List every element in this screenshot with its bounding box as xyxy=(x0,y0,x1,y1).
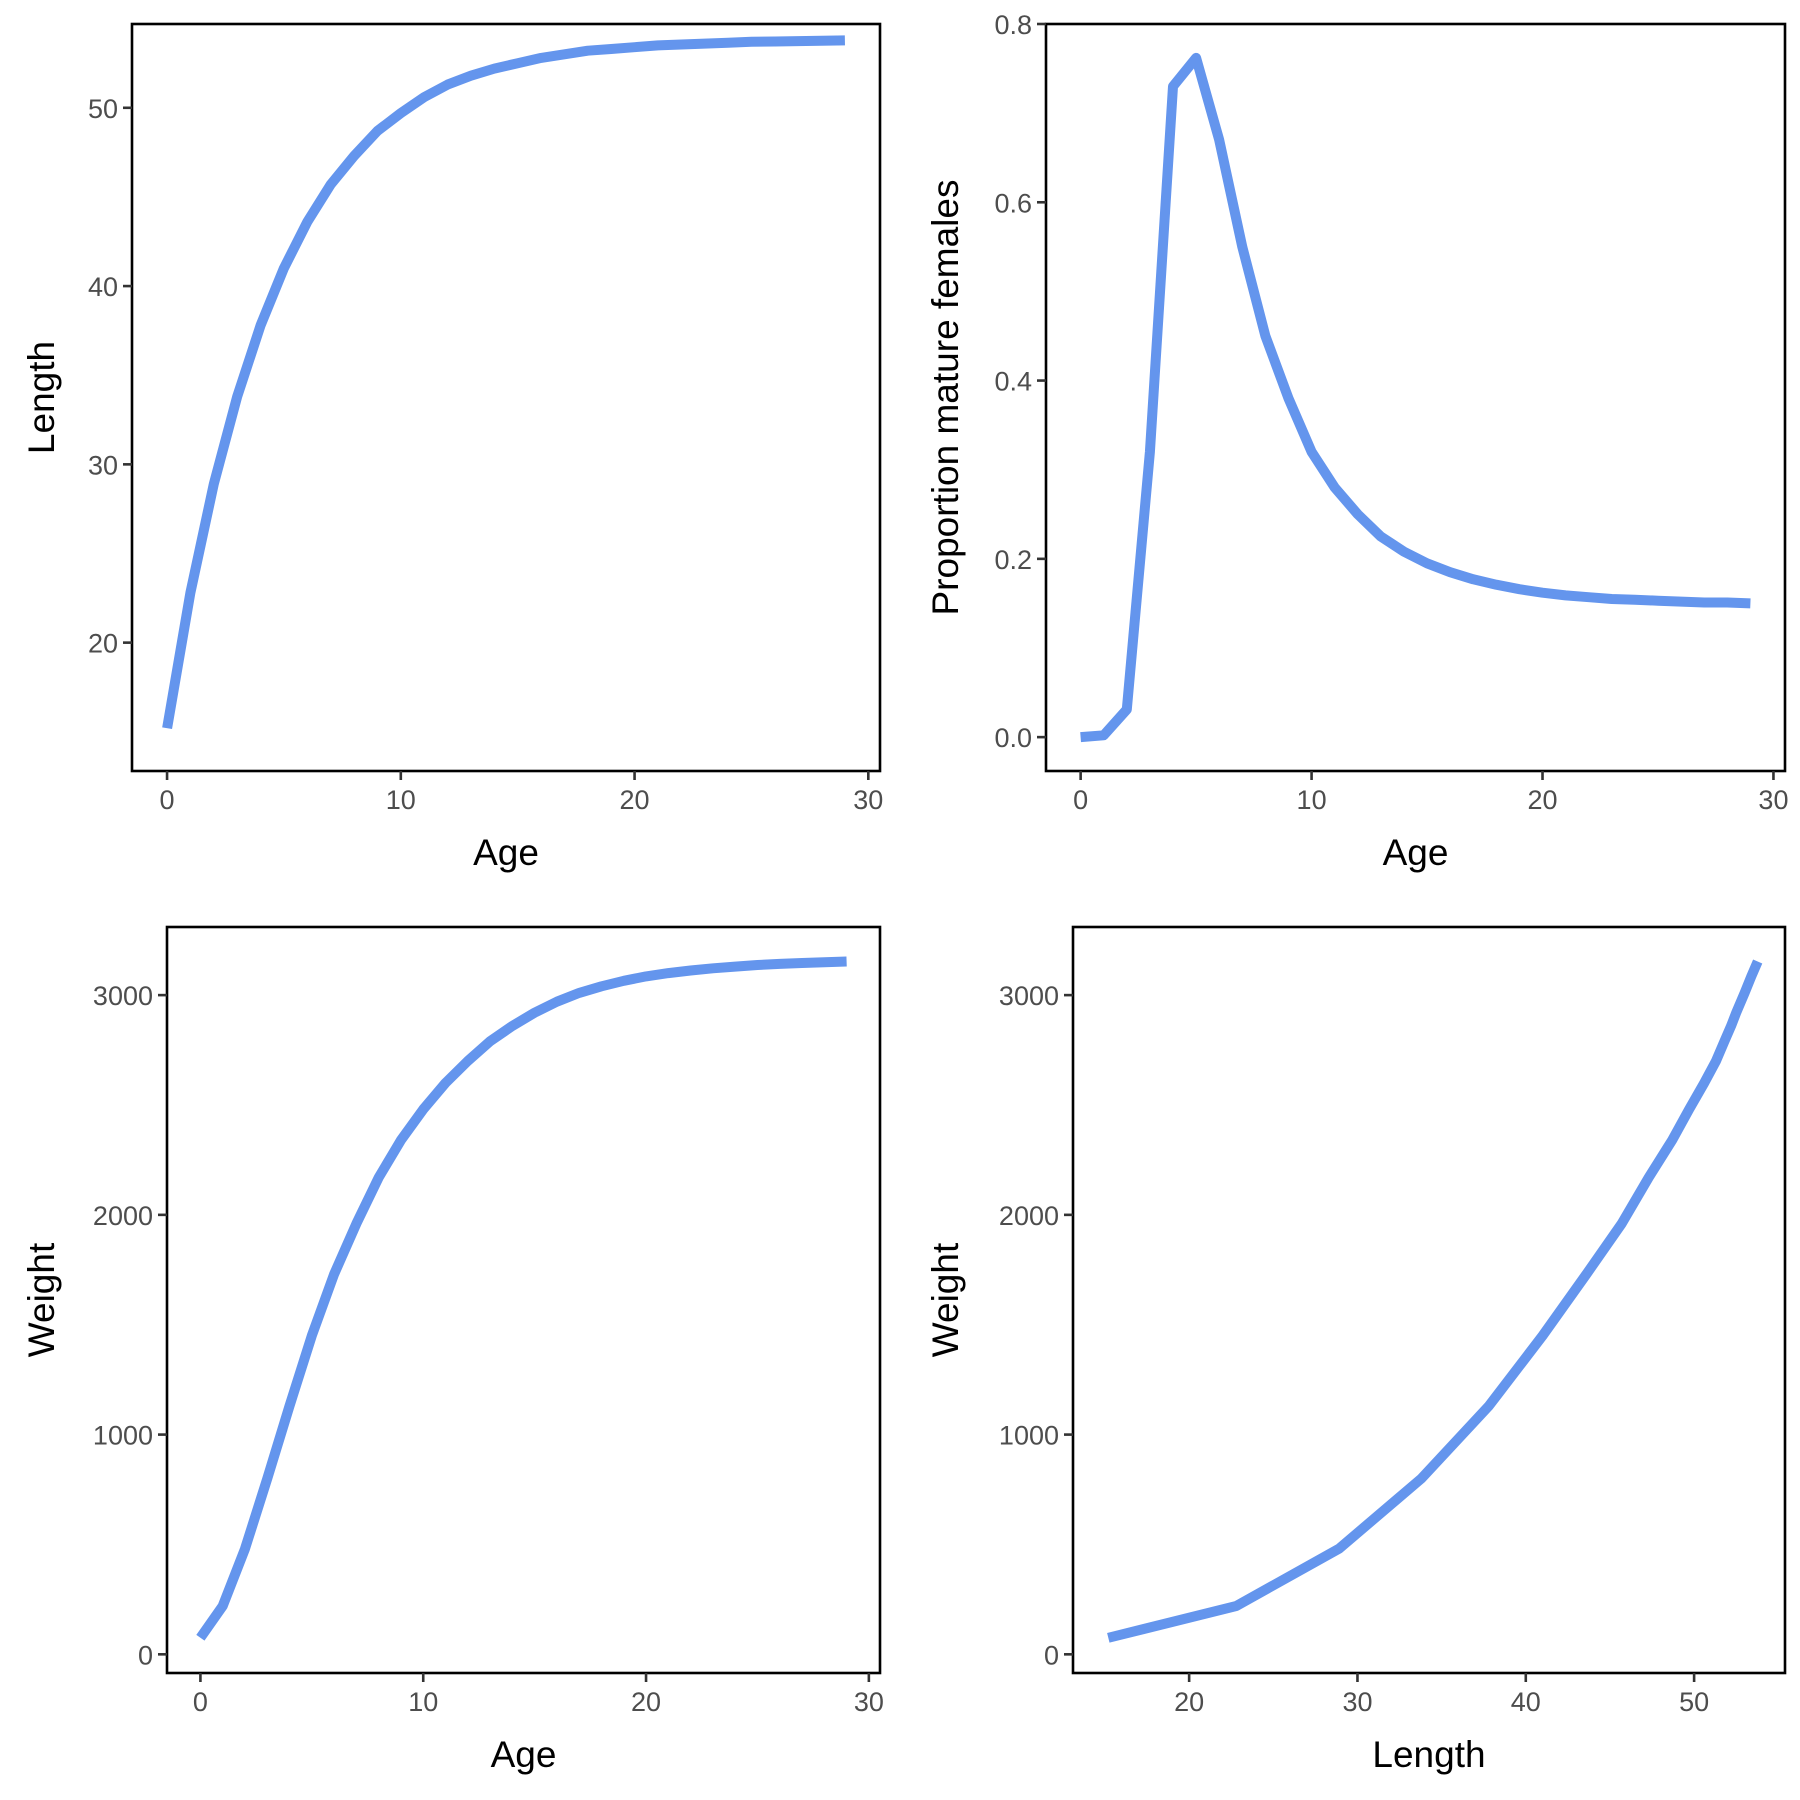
y-tick-label: 20 xyxy=(88,629,118,659)
x-axis-title: Age xyxy=(1383,832,1449,873)
y-tick-label: 0 xyxy=(138,1640,153,1670)
series-line xyxy=(1080,52,1751,743)
x-tick-label: 20 xyxy=(631,1687,661,1717)
x-tick-label: 0 xyxy=(193,1687,208,1717)
y-tick-label: 0.0 xyxy=(994,723,1032,753)
y-tick-label: 2000 xyxy=(93,1201,153,1231)
y-tick-label: 2000 xyxy=(999,1201,1059,1231)
panel-4: 20 30 40 50 0 1000 2000 3000 Length Weight xyxy=(925,925,1787,1775)
x-tick-label: 10 xyxy=(1297,785,1327,815)
y-axis-title: Weight xyxy=(925,1242,966,1357)
plot-area xyxy=(165,925,882,1675)
x-axis-title: Length xyxy=(1372,1734,1485,1775)
x-tick-label: 10 xyxy=(386,785,416,815)
series-line xyxy=(162,35,845,730)
panel-2: 0 10 20 30 0.0 0.2 0.4 0.6 0.8 Age Proportion matu… xyxy=(925,10,1788,873)
y-axis-title: Length xyxy=(21,341,62,454)
y-tick-label: 0.6 xyxy=(994,188,1032,218)
panel-3: 0 10 20 30 0 1000 2000 3000 Age Weight xyxy=(21,925,884,1775)
y-tick-label: 30 xyxy=(88,450,118,480)
x-tick-label: 0 xyxy=(1073,785,1088,815)
x-tick-label: 20 xyxy=(620,785,650,815)
x-axis-title: Age xyxy=(473,832,539,873)
y-tick-label: 0.2 xyxy=(994,545,1032,575)
x-tick-label: 0 xyxy=(160,785,175,815)
y-axis-title: Proportion mature females xyxy=(925,180,966,616)
series-line xyxy=(196,956,847,1641)
y-tick-label: 0 xyxy=(1044,1640,1059,1670)
x-tick-label: 20 xyxy=(1527,785,1557,815)
x-tick-label: 10 xyxy=(408,1687,438,1717)
y-tick-label: 3000 xyxy=(999,981,1059,1011)
y-tick-label: 50 xyxy=(88,94,118,124)
x-tick-label: 30 xyxy=(1342,1687,1372,1717)
x-axis-title: Age xyxy=(491,1734,557,1775)
y-axis-title: Weight xyxy=(21,1242,62,1357)
plot-area xyxy=(1071,925,1787,1675)
y-tick-label: 40 xyxy=(88,272,118,302)
x-tick-label: 40 xyxy=(1511,1687,1541,1717)
x-tick-label: 30 xyxy=(1758,785,1788,815)
plot-area xyxy=(130,22,882,773)
y-tick-label: 1000 xyxy=(999,1421,1059,1451)
y-tick-label: 3000 xyxy=(93,981,153,1011)
x-tick-label: 30 xyxy=(854,1687,884,1717)
x-tick-label: 50 xyxy=(1679,1687,1709,1717)
series-line xyxy=(1107,959,1763,1643)
y-tick-label: 0.4 xyxy=(994,367,1032,397)
y-tick-label: 1000 xyxy=(93,1421,153,1451)
x-tick-label: 20 xyxy=(1174,1687,1204,1717)
x-tick-label: 30 xyxy=(853,785,883,815)
y-tick-label: 0.8 xyxy=(994,10,1032,40)
panel-1: 0 10 20 30 20 30 40 50 Age Length xyxy=(21,22,883,873)
